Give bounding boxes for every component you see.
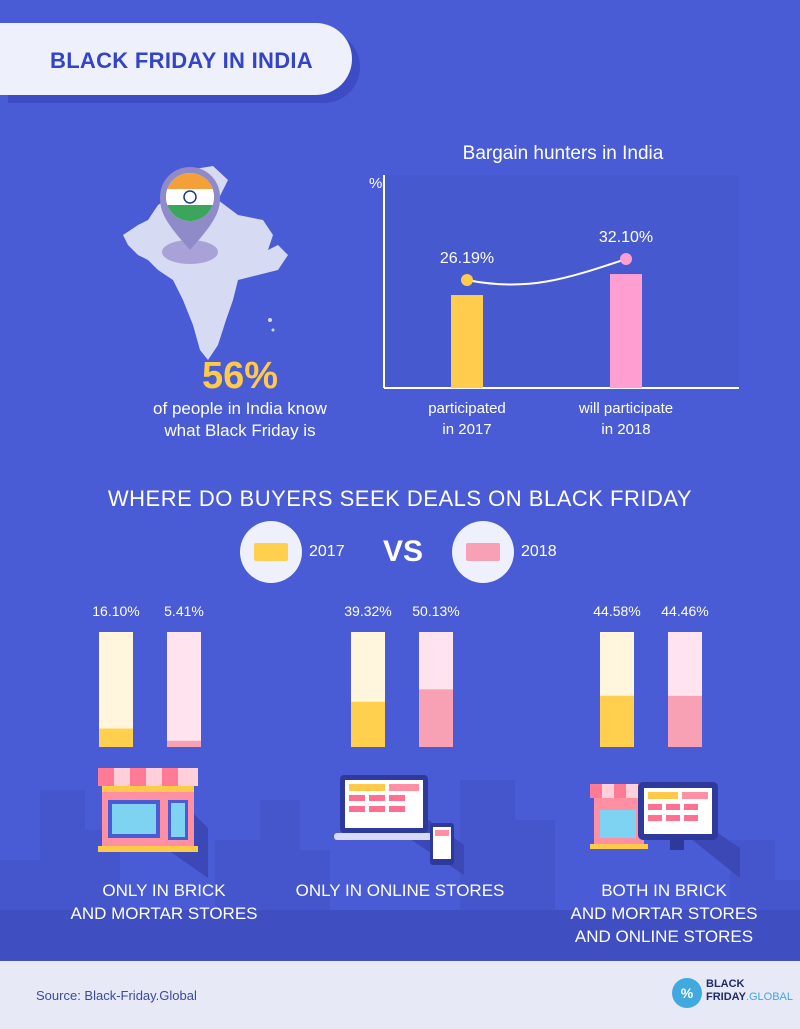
deal-value-label-2017-2: 39.32% [344, 603, 392, 619]
bargain-value-label-2: 32.10% [598, 229, 654, 247]
deal-value-label-2017-3: 44.58% [593, 603, 641, 619]
bargain-point-2 [620, 253, 632, 266]
store-label-online: ONLY IN ONLINE STORES [280, 879, 520, 902]
deal-bar-2017-1 [99, 728, 133, 747]
deal-bar-2018-2 [419, 689, 453, 747]
store-label-online-line-1: ONLY IN ONLINE STORES [295, 881, 505, 900]
legend-2017-swatch [254, 543, 288, 561]
bargain-chart-plot-area [384, 175, 739, 388]
bargain-category-label-2: will participate in 2018 [551, 398, 701, 440]
brand-logo-icon: % [672, 978, 702, 1008]
india-flag-pin-icon [160, 167, 220, 264]
store-label-brick-line-2: AND MORTAR STORES [70, 904, 258, 923]
legend-2018-swatch [466, 543, 500, 561]
store-label-both-line-3: AND ONLINE STORES [574, 927, 754, 946]
title-banner [0, 23, 352, 95]
store-label-both-line-1: BOTH IN BRICK [601, 881, 727, 900]
india-awareness-description: of people in India know what Black Frida… [90, 398, 390, 442]
bargain-category-label-2-line-1: will participate [578, 400, 674, 417]
bargain-trend-line [466, 258, 627, 286]
bargain-category-label-1-line-2: in 2017 [442, 421, 492, 438]
brick-and-mortar-store-icon [98, 768, 208, 878]
vs-label: VS [383, 535, 424, 568]
deal-bar-2018-3 [668, 695, 702, 747]
footer [0, 961, 800, 1029]
deal-value-label-2018-3: 44.46% [661, 603, 709, 619]
brand-logo-line-1: BLACK [706, 978, 745, 990]
bargain-chart [383, 175, 739, 389]
deal-value-label-2018-1: 5.41% [164, 603, 204, 619]
store-label-brick-line-1: ONLY IN BRICK [102, 881, 226, 900]
bargain-point-1 [461, 274, 473, 287]
bargain-bar-1 [451, 295, 483, 388]
deal-value-label-2018-2: 50.13% [412, 603, 460, 619]
deals-chart [99, 632, 702, 747]
legend-2018-label: 2018 [521, 543, 557, 560]
deal-bar-2017-2 [351, 701, 385, 747]
deal-bar-track-2017-1 [99, 632, 133, 747]
bargain-chart-y-unit: % [369, 175, 383, 192]
india-desc-line-2: what Black Friday is [164, 421, 316, 440]
bargain-value-label-1: 26.19% [439, 250, 495, 268]
bargain-bar-2 [610, 274, 642, 388]
legend-2017-label: 2017 [309, 543, 345, 560]
deal-bar-track-2018-1 [167, 632, 201, 747]
online-store-laptop-icon [334, 775, 464, 875]
bargain-category-label-2-line-2: in 2018 [601, 421, 651, 438]
both-stores-icon [590, 782, 740, 878]
brand-logo-global: .GLOBAL [745, 991, 794, 1003]
bargain-chart-title: Bargain hunters in India [462, 143, 664, 164]
bargain-category-label-1-line-1: participated [428, 400, 506, 417]
city-skyline-background [0, 780, 800, 961]
india-desc-line-1: of people in India know [153, 399, 327, 418]
brand-logo-text: BLACK FRIDAY.GLOBAL [706, 978, 793, 1004]
deal-bar-2017-3 [600, 695, 634, 747]
page-title: BLACK FRIDAY IN INDIA [50, 48, 313, 73]
india-awareness-percent: 56% [201, 355, 279, 397]
store-label-both: BOTH IN BRICK AND MORTAR STORES AND ONLI… [544, 879, 784, 948]
deals-section-title: WHERE DO BUYERS SEEK DEALS ON BLACK FRID… [107, 486, 693, 511]
store-label-brick: ONLY IN BRICK AND MORTAR STORES [44, 879, 284, 925]
footer-source: Source: Black-Friday.Global [36, 988, 197, 1003]
deal-bar-2018-1 [167, 740, 201, 747]
deal-value-label-2017-1: 16.10% [92, 603, 140, 619]
bargain-category-label-1: participated in 2017 [392, 398, 542, 440]
brand-logo-friday: FRIDAY [706, 991, 746, 1003]
store-label-both-line-2: AND MORTAR STORES [570, 904, 758, 923]
brand-logo-line-2: FRIDAY.GLOBAL [706, 991, 793, 1004]
